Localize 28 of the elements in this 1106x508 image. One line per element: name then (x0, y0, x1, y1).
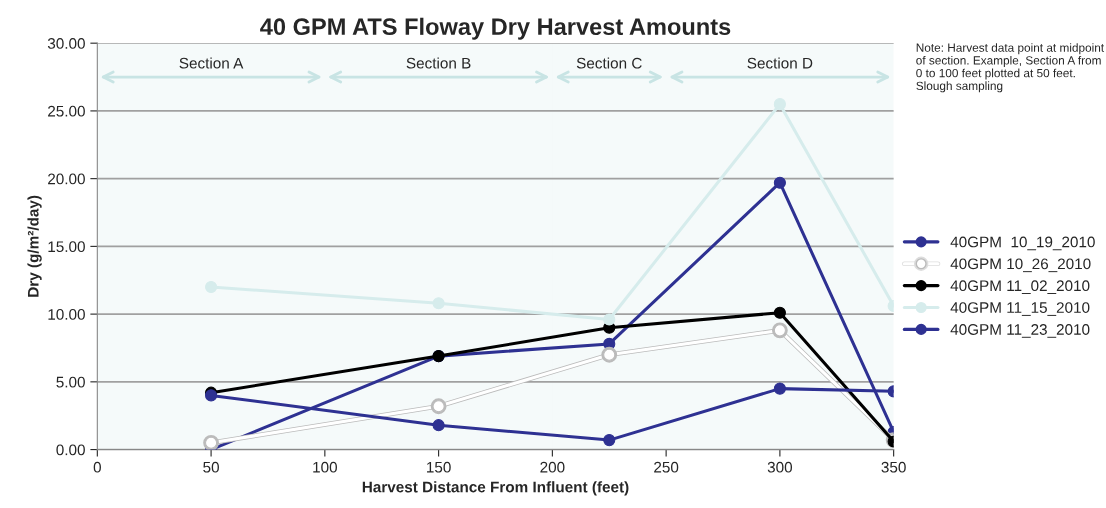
legend-label: 40GPM 10_19_2010 (950, 236, 1095, 251)
band-label: Section B (406, 57, 471, 69)
band-label: Section D (747, 57, 813, 69)
chart-title: 40 GPM ATS Floway Dry Harvest Amounts (260, 17, 731, 40)
x-tick-label: 350 (881, 461, 906, 473)
x-tick-label: 100 (313, 461, 337, 473)
y-tick-label: 30.00 (47, 38, 85, 49)
legend-label: 40GPM 11_15_2010 (950, 302, 1090, 316)
x-tick-label: 300 (767, 461, 793, 473)
legend-label: 40GPM 11_02_2010 (950, 280, 1090, 295)
x-tick-label: 150 (427, 461, 451, 473)
x-axis-title: Harvest Distance From Influent (feet) (362, 481, 629, 496)
legend-label: 40GPM 11_23_2010 (950, 324, 1090, 338)
y-axis-title: Dry (g/m²/day) (27, 195, 42, 297)
legend-label: 40GPM 10_26_2010 (950, 258, 1091, 273)
x-tick-label: 250 (654, 461, 679, 473)
y-tick-label: 15.00 (48, 241, 85, 253)
band-label: Section A (179, 57, 244, 69)
y-tick-label: 25.00 (48, 105, 85, 117)
y-tick-label: 10.00 (48, 308, 85, 320)
band-label: Section C (576, 57, 642, 69)
x-tick-label: 200 (540, 461, 565, 473)
x-tick-label: 0 (93, 461, 101, 473)
y-tick-label: 0.00 (56, 444, 85, 456)
y-tick-label: 5.00 (56, 376, 85, 388)
y-tick-label: 20.00 (48, 173, 85, 185)
x-tick-label: 50 (203, 461, 219, 473)
text: Note: Harvest data point at midpoint of section. Example, Section A from 0 to 100 feet plotted at 50 feet. Slough sampling (916, 43, 1105, 93)
